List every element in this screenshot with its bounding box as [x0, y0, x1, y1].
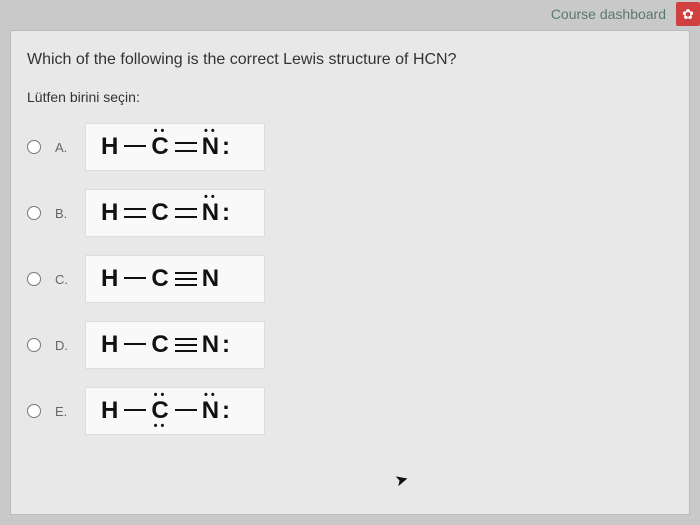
- option-d-row: D. H C N:: [27, 321, 673, 369]
- option-a-row: A. H C•• N••:: [27, 123, 673, 171]
- option-e-structure: H C•••• N••:: [85, 387, 265, 435]
- option-e-radio[interactable]: [27, 404, 41, 418]
- option-a-radio[interactable]: [27, 140, 41, 154]
- top-bar: Course dashboard ✿: [541, 0, 700, 28]
- option-c-radio[interactable]: [27, 272, 41, 286]
- option-e-letter: E.: [55, 404, 71, 419]
- option-c-letter: C.: [55, 272, 71, 287]
- option-d-letter: D.: [55, 338, 71, 353]
- question-instruction: Lütfen birini seçin:: [27, 89, 673, 105]
- option-d-radio[interactable]: [27, 338, 41, 352]
- option-c-row: C. H C N: [27, 255, 673, 303]
- gear-icon[interactable]: ✿: [676, 2, 700, 26]
- option-c-structure: H C N: [85, 255, 265, 303]
- option-b-radio[interactable]: [27, 206, 41, 220]
- option-a-letter: A.: [55, 140, 71, 155]
- option-b-structure: H C N••:: [85, 189, 265, 237]
- option-b-row: B. H C N••:: [27, 189, 673, 237]
- option-e-row: E. H C•••• N••:: [27, 387, 673, 435]
- question-prompt: Which of the following is the correct Le…: [27, 51, 673, 69]
- question-card: Which of the following is the correct Le…: [10, 30, 690, 515]
- option-b-letter: B.: [55, 206, 71, 221]
- option-d-structure: H C N:: [85, 321, 265, 369]
- options-list: A. H C•• N••: B. H C: [27, 123, 673, 435]
- option-a-structure: H C•• N••:: [85, 123, 265, 171]
- course-dashboard-link[interactable]: Course dashboard: [541, 2, 676, 26]
